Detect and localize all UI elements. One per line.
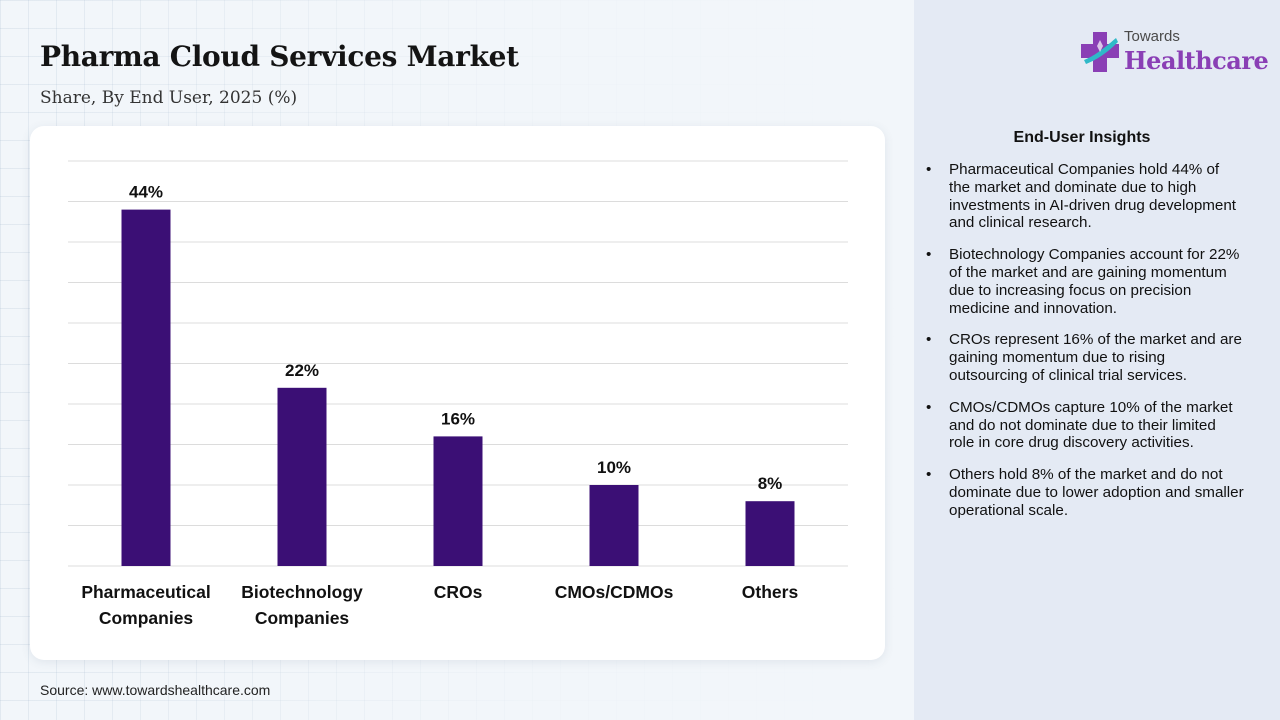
insights-panel xyxy=(914,0,1280,720)
data-label: 44% xyxy=(129,183,163,202)
category-label: CROs xyxy=(434,582,483,602)
bar xyxy=(121,209,171,566)
category-label: Biotechnology Companies xyxy=(241,582,363,628)
bullet-icon: • xyxy=(926,246,932,264)
insight-text: Others hold 8% of the market and do not … xyxy=(949,466,1244,519)
bullet-icon: • xyxy=(926,398,932,416)
insight-text: Biotechnology Companies account for 22% … xyxy=(949,246,1240,317)
insight-text: Pharmaceutical Companies hold 44% of the… xyxy=(949,161,1237,232)
medical-cross-icon xyxy=(1081,32,1119,72)
bar xyxy=(589,485,639,566)
insight-text: CROs represent 16% of the market and are… xyxy=(949,331,1242,384)
data-label: 8% xyxy=(758,474,783,493)
insight-text: CMOs/CDMOs capture 10% of the market and… xyxy=(949,398,1233,452)
logo-text-top: Towards xyxy=(1124,28,1180,45)
bar xyxy=(277,387,327,566)
bullet-icon: • xyxy=(926,331,932,349)
bullet-icon: • xyxy=(926,466,932,484)
insight-item: • CMOs/CDMOs capture 10% of the market an… xyxy=(924,399,1244,452)
chart-card: 44% Pharmaceutical Companies 22% Biotechnolo… xyxy=(30,126,885,660)
bar xyxy=(745,501,795,566)
data-label: 10% xyxy=(597,458,631,477)
category-label: Others xyxy=(742,582,799,602)
insight-item: • Biotechnology Companies account for 22%… xyxy=(924,246,1244,317)
logo-text-bottom: Healthcare xyxy=(1124,46,1269,75)
insights-title: End-User Insights xyxy=(1013,129,1151,146)
brand-logo: Towards Healthcare xyxy=(1080,28,1269,80)
insight-item: • Pharmaceutical Companies hold 44% of th… xyxy=(924,161,1244,232)
data-label: 22% xyxy=(285,361,319,380)
insights-list: • Pharmaceutical Companies hold 44% of th… xyxy=(924,161,1244,534)
insight-item: • Others hold 8% of the market and do not… xyxy=(924,466,1244,519)
category-label: CMOs/CDMOs xyxy=(555,582,674,602)
source-note: Source: www.towardshealthcare.com xyxy=(40,682,271,698)
bar xyxy=(433,436,483,566)
bar-chart: 44% Pharmaceutical Companies 22% Biotechnolo… xyxy=(68,160,848,628)
page-title: Pharma Cloud Services Market xyxy=(40,40,519,73)
category-label: Pharmaceutical Companies xyxy=(81,582,210,628)
page-subtitle: Share, By End User, 2025 (%) xyxy=(40,88,298,108)
data-label: 16% xyxy=(441,409,475,428)
insight-item: • CROs represent 16% of the market and ar… xyxy=(924,331,1244,384)
bullet-icon: • xyxy=(926,161,932,178)
